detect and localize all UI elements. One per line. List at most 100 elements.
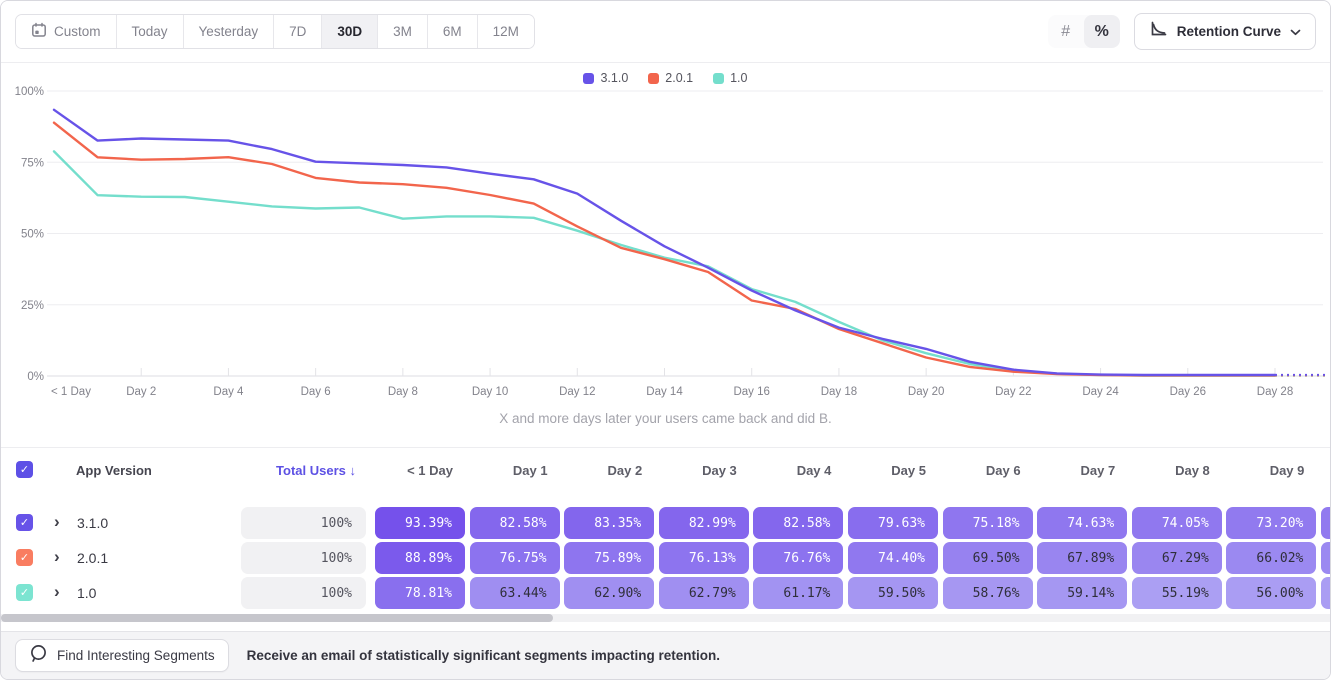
retention-cell[interactable]: 82.58% (753, 507, 844, 539)
column-header-day-8[interactable]: Day 8 (1175, 463, 1210, 478)
legend-item-2.0.1[interactable]: 2.0.1 (648, 71, 693, 85)
column-header-day-7[interactable]: Day 7 (1080, 463, 1116, 478)
chevron-down-icon (1290, 23, 1301, 41)
find-interesting-segments-button[interactable]: Find Interesting Segments (15, 639, 229, 672)
svg-text:Day 18: Day 18 (821, 386, 857, 398)
column-header--1-day[interactable]: < 1 Day (407, 463, 453, 478)
table-rows: ✓ › 3.1.0 100% 93.39% 82.58% 83.35% 82.99% 82.58… (1, 506, 1330, 611)
retention-cell[interactable]: 59.14% (1037, 577, 1128, 609)
retention-cell[interactable]: 82.58% (469, 507, 560, 539)
expand-chevron-icon[interactable]: › (54, 547, 60, 566)
retention-cell[interactable]: 66.02% (1226, 542, 1317, 574)
retention-cell[interactable]: 76.75% (469, 542, 560, 574)
retention-cell[interactable]: 75.89% (564, 542, 655, 574)
select-all-checkbox[interactable]: ✓ (16, 461, 33, 478)
retention-cell[interactable]: 79.63% (848, 507, 938, 539)
svg-text:Day 14: Day 14 (646, 386, 683, 398)
svg-text:< 1 Day: < 1 Day (51, 386, 91, 398)
retention-cell[interactable]: 59.50% (848, 577, 938, 609)
svg-text:Day 20: Day 20 (908, 386, 944, 398)
range-6m[interactable]: 6M (427, 15, 478, 48)
retention-cell[interactable]: 62.90% (564, 577, 655, 609)
percent-mode-button[interactable]: % (1083, 15, 1120, 48)
column-header-day-6[interactable]: Day 6 (985, 463, 1021, 478)
svg-text:0%: 0% (27, 371, 44, 383)
total-users-cell: 100% (241, 542, 366, 574)
retention-cell[interactable]: 56.00% (1226, 577, 1317, 609)
row-checkbox-2.0.1[interactable]: ✓ (16, 549, 33, 566)
range-3m[interactable]: 3M (378, 15, 428, 48)
column-header-day-4[interactable]: Day 4 (796, 463, 832, 478)
app-version-label: 1.0 (77, 585, 97, 601)
range-custom[interactable]: Custom (16, 15, 117, 48)
retention-cell[interactable]: 67.89% (1037, 542, 1128, 574)
retention-cell[interactable]: 75.18% (942, 507, 1033, 539)
column-header-day-1[interactable]: Day 1 (512, 463, 548, 478)
column-header-day-3[interactable]: Day 3 (702, 463, 737, 478)
retention-cell[interactable]: 88.89% (375, 542, 465, 574)
retention-cell[interactable]: 74.05% (1131, 507, 1222, 539)
retention-curve-icon (1149, 20, 1168, 43)
svg-text:Day 28: Day 28 (1257, 386, 1293, 398)
range-today[interactable]: Today (116, 15, 184, 48)
retention-cell[interactable]: 93.39% (375, 507, 465, 539)
retention-cell[interactable]: 76.76% (753, 542, 844, 574)
retention-cell[interactable]: 67.29% (1131, 542, 1222, 574)
range-7d[interactable]: 7D (274, 15, 323, 48)
column-header-total-users[interactable]: Total Users ↓ (276, 463, 356, 478)
range-label: 3M (393, 24, 412, 39)
retention-cell[interactable] (1321, 542, 1330, 574)
absolute-mode-button[interactable]: # (1061, 22, 1071, 40)
retention-cell[interactable]: 62.79% (658, 577, 749, 609)
expand-chevron-icon[interactable]: › (54, 512, 60, 531)
range-12m[interactable]: 12M (477, 15, 534, 48)
row-checkbox-1.0[interactable]: ✓ (16, 584, 33, 601)
retention-cell[interactable] (1321, 577, 1330, 609)
retention-cell[interactable]: 76.13% (658, 542, 749, 574)
retention-cell[interactable]: 73.20% (1226, 507, 1317, 539)
date-range-group: Custom Today Yesterday 7D 30D 3M 6M 12M (15, 14, 535, 49)
column-header-day-5[interactable]: Day 5 (891, 463, 926, 478)
svg-text:Day 22: Day 22 (995, 386, 1031, 398)
table-row-1.0: ✓ › 1.0 100% 78.81% 63.44% 62.90% 62.79% 61.17% 5… (1, 576, 1330, 611)
retention-cell[interactable]: 74.63% (1037, 507, 1128, 539)
retention-cell[interactable]: 82.99% (658, 507, 749, 539)
app-version-label: 2.0.1 (77, 550, 109, 566)
legend-item-1.0[interactable]: 1.0 (713, 71, 748, 85)
retention-cell[interactable]: 63.44% (469, 577, 560, 609)
column-header-day-2[interactable]: Day 2 (607, 463, 643, 478)
retention-cell[interactable]: 55.19% (1131, 577, 1222, 609)
retention-cell[interactable]: 78.81% (375, 577, 465, 609)
column-header-app-version: App Version (76, 463, 152, 478)
svg-text:Day 4: Day 4 (213, 386, 244, 398)
svg-text:Day 8: Day 8 (388, 386, 418, 398)
retention-cell[interactable]: 61.17% (753, 577, 844, 609)
retention-cell[interactable]: 83.35% (564, 507, 655, 539)
range-label: 6M (442, 24, 462, 39)
legend-item-3.1.0[interactable]: 3.1.0 (583, 71, 628, 85)
column-header-day-9[interactable]: Day 9 (1269, 463, 1305, 478)
row-checkbox-3.1.0[interactable]: ✓ (16, 514, 33, 531)
svg-text:Day 16: Day 16 (733, 386, 769, 398)
retention-cell[interactable]: 69.50% (942, 542, 1033, 574)
legend-swatch (713, 72, 725, 84)
expand-chevron-icon[interactable]: › (54, 582, 60, 601)
scrollbar-thumb[interactable] (1, 614, 553, 622)
retention-cell[interactable]: 74.40% (848, 542, 938, 574)
retention-chart-section: 3.1.0 2.0.1 1.0 0% 25% 50% 75% 100% < 1 Day Day … (1, 63, 1330, 447)
segments-icon (29, 644, 48, 668)
horizontal-scrollbar (1, 613, 1330, 623)
retention-cell[interactable]: 58.76% (942, 577, 1033, 609)
retention-cell[interactable] (1321, 507, 1330, 539)
range-30d[interactable]: 30D (322, 15, 379, 48)
range-yesterday[interactable]: Yesterday (183, 15, 275, 48)
toolbar: Custom Today Yesterday 7D 30D 3M 6M 12M #% Rete… (1, 1, 1330, 63)
scrollbar-track[interactable] (1, 614, 1330, 622)
chart-type-dropdown[interactable]: Retention Curve (1133, 13, 1316, 50)
legend-swatch (648, 72, 660, 84)
svg-text:Day 6: Day 6 (301, 386, 331, 398)
toolbar-right: #% Retention Curve (1047, 13, 1316, 50)
range-label: 7D (289, 24, 307, 39)
table-header: ✓ App Version Total Users ↓ < 1 Day Day 1… (1, 448, 1330, 492)
